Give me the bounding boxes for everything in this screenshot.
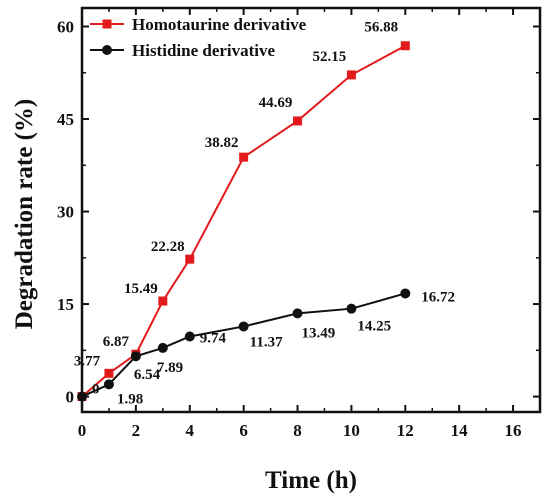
homotaurine-point xyxy=(185,254,195,264)
legend-marker-histidine xyxy=(102,45,112,55)
y-tick-label: 30 xyxy=(57,203,74,222)
homotaurine-point xyxy=(239,152,249,162)
homotaurine-series-line xyxy=(81,44,406,398)
y-tick-label: 60 xyxy=(57,18,74,37)
plot-frame xyxy=(80,6,542,414)
x-tick-label: 0 xyxy=(78,421,87,440)
x-tick-label: 8 xyxy=(293,421,302,440)
histidine-series-line xyxy=(81,292,406,398)
histidine-data-label: 11.37 xyxy=(250,334,283,350)
histidine-data-label: 1.98 xyxy=(117,391,143,407)
histidine-data-label: 7.89 xyxy=(157,360,183,376)
legend: Homotaurine derivative Histidine derivati… xyxy=(90,15,307,60)
y-tick-label: 45 xyxy=(57,110,74,129)
histidine-data-label: 13.49 xyxy=(302,325,336,341)
homotaurine-data-label: 44.69 xyxy=(259,95,293,111)
homotaurine-data-label: 52.15 xyxy=(313,49,347,65)
legend-marker-homotaurine xyxy=(102,19,112,29)
homotaurine-data-label: 6.87 xyxy=(103,334,130,350)
plot-area xyxy=(80,6,542,414)
x-tick-label: 16 xyxy=(505,421,522,440)
x-axis-title: Time (h) xyxy=(265,467,357,494)
histidine-point xyxy=(157,342,168,353)
histidine-point xyxy=(184,331,195,342)
histidine-data-label: 16.72 xyxy=(421,289,455,305)
histidine-point xyxy=(77,391,87,402)
legend-label-histidine: Histidine derivative xyxy=(132,41,276,60)
histidine-point xyxy=(103,379,114,390)
histidine-data-label: 14.25 xyxy=(357,319,391,335)
x-tick-label: 6 xyxy=(239,421,248,440)
homotaurine-data-label: 22.28 xyxy=(151,239,185,255)
x-tick-label: 2 xyxy=(132,421,141,440)
y-tick-label: 0 xyxy=(66,388,75,407)
x-tick-label: 10 xyxy=(343,421,360,440)
homotaurine-point xyxy=(293,116,303,126)
histidine-point xyxy=(292,308,303,319)
x-tick-label: 14 xyxy=(451,421,469,440)
histidine-point xyxy=(130,351,141,362)
homotaurine-point xyxy=(158,296,168,306)
legend-label-homotaurine: Homotaurine derivative xyxy=(132,15,307,34)
homotaurine-data-label: 15.49 xyxy=(124,281,158,297)
histidine-point xyxy=(346,303,357,314)
y-axis-title: Degradation rate (%) xyxy=(11,99,38,330)
histidine-data-label: 6.54 xyxy=(134,367,161,383)
x-tick-label: 12 xyxy=(397,421,414,440)
axes: 0 2 4 6 8 10 12 14 16 0 15 30 45 60 xyxy=(57,8,540,440)
homotaurine-point xyxy=(400,41,410,51)
x-tick-label: 4 xyxy=(186,421,195,440)
homotaurine-point xyxy=(104,368,114,378)
homotaurine-data-label: 3.77 xyxy=(74,353,101,369)
histidine-point xyxy=(238,321,249,332)
homotaurine-point xyxy=(346,70,356,80)
histidine-data-label: 9.74 xyxy=(200,331,227,347)
homotaurine-data-label: 56.88 xyxy=(364,20,398,36)
y-tick-label: 15 xyxy=(57,295,74,314)
histidine-data-label: 0 xyxy=(92,382,100,398)
homotaurine-data-label: 38.82 xyxy=(205,135,239,151)
series-layer xyxy=(77,41,411,402)
data-labels: 3.776.87 15.49 22.28 38.82 44.69 52.15 56.88 0 1… xyxy=(74,20,455,408)
histidine-point xyxy=(400,288,411,299)
